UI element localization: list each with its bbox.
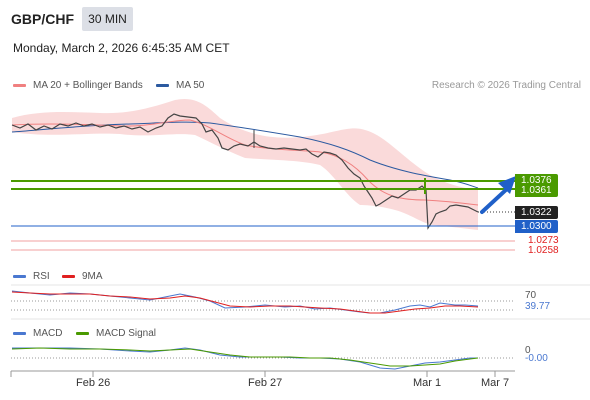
macd-signal-label: MACD Signal	[96, 328, 157, 339]
legend-ma20: MA 20 + Bollinger Bands	[13, 80, 143, 91]
rsi-label: RSI	[33, 271, 50, 282]
macd-signal-line	[11, 347, 479, 367]
ma50-label: MA 50	[176, 80, 205, 91]
macd-zero-label: 0	[525, 345, 531, 356]
ma20-swatch	[13, 84, 26, 87]
x-axis-label: Mar 1	[413, 377, 442, 389]
legend-rsi: RSI	[13, 271, 50, 282]
research-credit: Research © 2026 Trading Central	[431, 80, 581, 91]
legend-ma50: MA 50	[156, 80, 204, 91]
ma50-swatch	[156, 84, 169, 87]
legend-9ma: 9MA	[62, 271, 103, 282]
rsi-ma-label: 9MA	[82, 271, 103, 282]
timestamp: Monday, March 2, 2026 6:45:35 AM CET	[13, 41, 230, 55]
pivot-tag: 1.0300	[515, 220, 558, 233]
ma50-line	[11, 121, 479, 189]
rsi-swatch	[13, 275, 26, 278]
macd-label: MACD	[33, 328, 63, 339]
x-axis-label: Feb 26	[76, 377, 111, 389]
x-axis-label: Mar 7	[481, 377, 510, 389]
legend-macd: MACD	[13, 328, 62, 339]
last-price-tag: 1.0322	[515, 206, 558, 219]
support-1-label: 1.0273	[528, 235, 559, 246]
resistance-1-tag: 1.0376	[515, 174, 558, 187]
rsi-ma-swatch	[62, 275, 75, 278]
x-axis-label: Feb 27	[248, 377, 283, 389]
price-line	[11, 113, 479, 230]
macd-swatch	[13, 332, 26, 335]
legend-macd-signal: MACD Signal	[76, 328, 156, 339]
macd-signal-swatch	[76, 332, 89, 335]
symbol-title: GBP/CHF	[11, 11, 74, 27]
ma20-label: MA 20 + Bollinger Bands	[33, 80, 143, 91]
resistance-2-tag: 1.0361	[515, 184, 558, 197]
rsi-level-label: 70	[525, 290, 537, 301]
arrow-head-icon	[498, 176, 516, 194]
rsi-value-label: 39.77	[525, 301, 551, 312]
support-2-label: 1.0258	[528, 245, 559, 256]
macd-value-label: -0.00	[525, 353, 548, 364]
forecast-arrow	[480, 186, 510, 214]
bollinger-band	[12, 98, 478, 230]
rsi-ma-line	[11, 291, 479, 314]
timeframe-button[interactable]: 30 MIN	[82, 7, 133, 31]
